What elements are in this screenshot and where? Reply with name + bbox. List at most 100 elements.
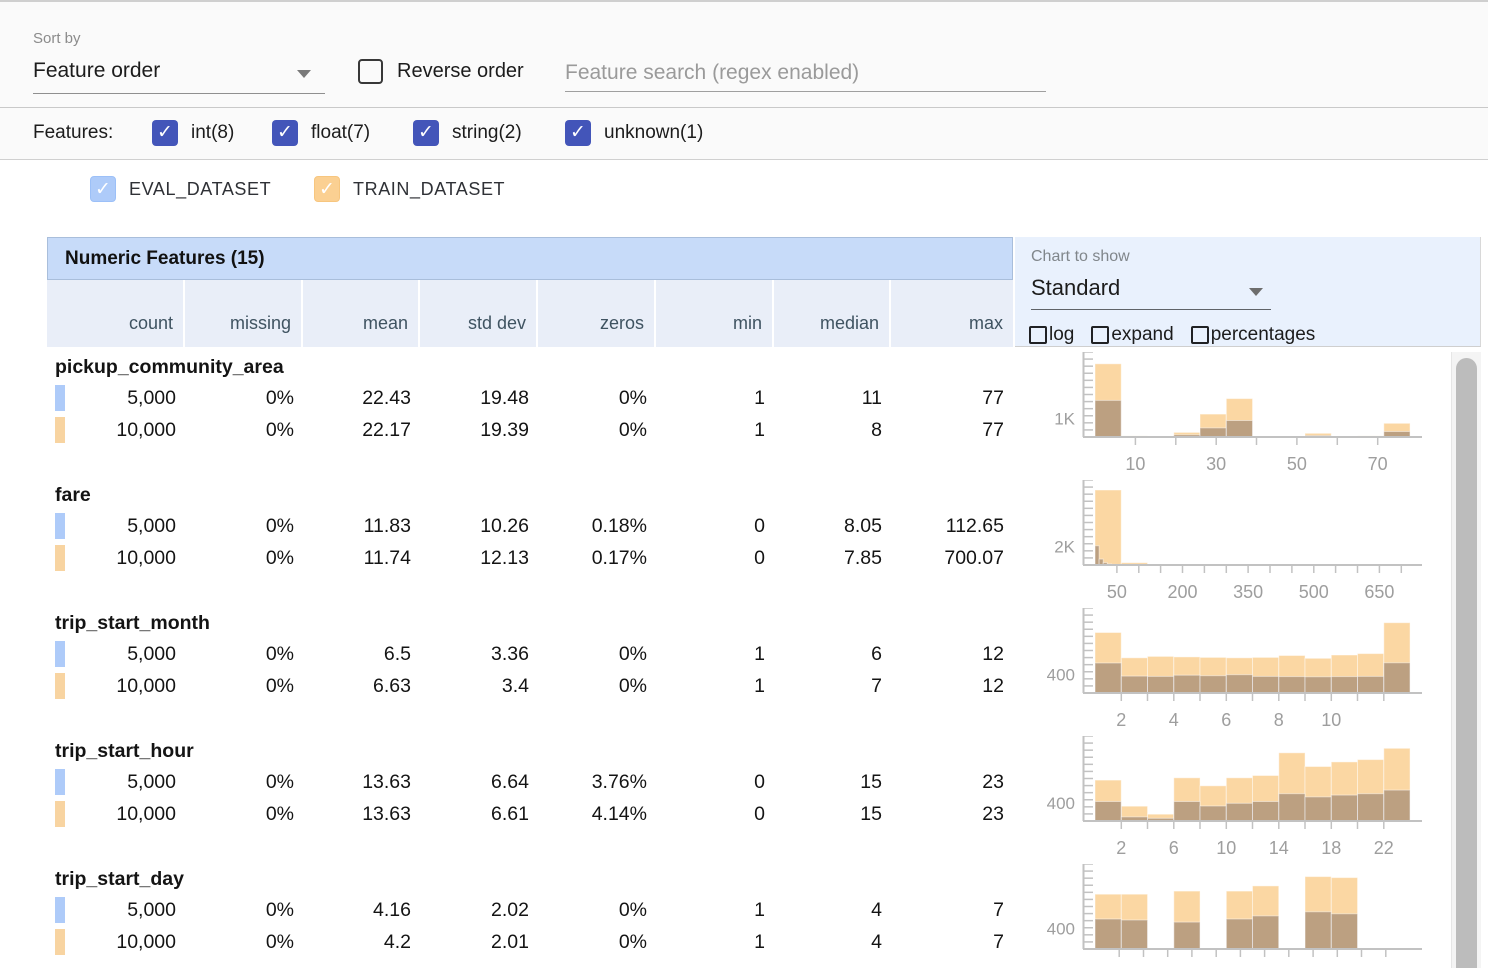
dataset-label: EVAL_DATASET (129, 179, 271, 200)
train-dataset-swatch (55, 801, 65, 827)
checkbox-checked-icon: ✓ (413, 120, 439, 146)
eval-dataset-swatch (55, 897, 65, 923)
chart-option-log[interactable]: log (1029, 324, 1074, 346)
stat-value: 10,000 (47, 542, 185, 574)
chart-option-percentages[interactable]: percentages (1191, 324, 1316, 346)
feature-type-filter-label: float(7) (311, 122, 370, 144)
svg-text:400: 400 (1047, 665, 1075, 684)
eval-dataset-swatch (55, 769, 65, 795)
feature-type-filter-int[interactable]: ✓int(8) (152, 120, 234, 146)
feature-search-input[interactable] (565, 54, 1046, 92)
stat-value: 12 (891, 638, 1013, 670)
reverse-order-checkbox[interactable] (358, 59, 383, 84)
stat-value: 0% (185, 382, 303, 414)
stat-value: 13.63 (303, 798, 420, 830)
stat-value: 5,000 (47, 766, 185, 798)
stat-value: 6 (774, 638, 891, 670)
column-header-std-dev: std dev (420, 280, 538, 347)
stat-value: 7 (891, 926, 1013, 958)
feature-stats-row-eval: 5,0000%11.8310.260.18%08.05112.65 (47, 510, 1013, 542)
checkbox-unchecked-icon (1029, 326, 1047, 344)
stat-value: 0% (538, 638, 656, 670)
histogram-svg: 400246810 (1022, 608, 1452, 736)
feature-type-filter-unknown[interactable]: ✓unknown(1) (565, 120, 703, 146)
stat-value: 23 (891, 798, 1013, 830)
stat-value: 15 (774, 798, 891, 830)
stat-value: 7 (774, 670, 891, 702)
chart-option-label: expand (1111, 324, 1173, 346)
stat-value: 0% (185, 894, 303, 926)
chart-option-expand[interactable]: expand (1091, 324, 1173, 346)
checkbox-unchecked-icon (1091, 326, 1109, 344)
feature-search (565, 54, 1046, 94)
sort-by-dropdown[interactable]: Feature order (33, 54, 325, 94)
stat-value: 112.65 (891, 510, 1013, 542)
stat-value: 0.17% (538, 542, 656, 574)
stat-value: 0% (185, 766, 303, 798)
histogram-svg: 4002610141822 (1022, 736, 1452, 864)
feature-stats-row-train: 10,0000%6.633.40%1712 (47, 670, 1013, 702)
feature-name: trip_start_day (47, 864, 1013, 894)
svg-text:500: 500 (1299, 582, 1329, 602)
stat-value: 0% (185, 926, 303, 958)
feature-type-filter-label: string(2) (452, 122, 522, 144)
stat-value: 1 (656, 670, 774, 702)
checkbox-checked-icon: ✓ (272, 120, 298, 146)
stat-value: 19.48 (420, 382, 538, 414)
feature-block-trip_start_hour: trip_start_hour5,0000%13.636.643.76%0152… (47, 736, 1013, 864)
eval-dataset-swatch (55, 641, 65, 667)
svg-text:400: 400 (1047, 919, 1075, 938)
check-icon: ✓ (272, 120, 298, 146)
feature-block-pickup_community_area: pickup_community_area5,0000%22.4319.480%… (47, 352, 1013, 480)
legend-item-train_dataset[interactable]: ✓TRAIN_DATASET (314, 176, 505, 202)
legend-item-eval_dataset[interactable]: ✓ EVAL_DATASET (90, 176, 271, 202)
stat-value: 0% (538, 670, 656, 702)
stat-value: 0% (538, 894, 656, 926)
stat-value: 10.26 (420, 510, 538, 542)
stat-value: 0% (538, 926, 656, 958)
eval-dataset-swatch (55, 513, 65, 539)
column-header-count: count (47, 280, 185, 347)
stat-value: 10,000 (47, 670, 185, 702)
stat-value: 5,000 (47, 638, 185, 670)
column-header-median: median (774, 280, 891, 347)
check-icon: ✓ (91, 177, 115, 201)
features-label: Features: (33, 122, 113, 144)
column-header-missing: missing (185, 280, 303, 347)
svg-text:30: 30 (1206, 454, 1226, 474)
feature-stats-row-eval: 5,0000%4.162.020%147 (47, 894, 1013, 926)
dataset-label: TRAIN_DATASET (353, 179, 505, 200)
stat-value: 12 (891, 670, 1013, 702)
svg-text:200: 200 (1167, 582, 1197, 602)
scrollbar-track[interactable] (1451, 352, 1481, 968)
chart-type-dropdown[interactable]: Standard (1031, 270, 1271, 310)
chevron-down-icon (1249, 288, 1263, 296)
sort-toolbar: Sort by Feature order Reverse order (0, 0, 1488, 108)
feature-type-filter-float[interactable]: ✓ float(7) (272, 120, 370, 146)
svg-text:50: 50 (1107, 582, 1127, 602)
train-dataset-swatch (55, 673, 65, 699)
stat-value: 22.17 (303, 414, 420, 446)
checkbox-unchecked-icon (1191, 326, 1209, 344)
scrollbar-thumb[interactable] (1456, 358, 1477, 968)
feature-stats-row-train: 10,0000%13.636.614.14%01523 (47, 798, 1013, 830)
column-header-max: max (891, 280, 1013, 347)
stat-value: 7 (891, 894, 1013, 926)
stats-column-header: countmissingmeanstd devzerosminmedianmax (47, 280, 1013, 347)
histogram-trip_start_month: 400246810 (1022, 608, 1452, 736)
stat-value: 3.36 (420, 638, 538, 670)
histogram-svg: 400 (1022, 864, 1452, 968)
stat-value: 1 (656, 382, 774, 414)
feature-stats-row-train: 10,0000%4.22.010%147 (47, 926, 1013, 958)
sort-by-label: Sort by (33, 30, 81, 47)
stat-value: 6.64 (420, 766, 538, 798)
stat-value: 11.83 (303, 510, 420, 542)
feature-name: trip_start_month (47, 608, 1013, 638)
stat-value: 22.43 (303, 382, 420, 414)
stat-value: 0% (185, 542, 303, 574)
feature-block-trip_start_month: trip_start_month5,0000%6.53.360%161210,0… (47, 608, 1013, 736)
numeric-features-header: Numeric Features (15) (47, 237, 1013, 280)
feature-type-filter-string[interactable]: ✓ string(2) (413, 120, 522, 146)
check-icon: ✓ (152, 120, 178, 146)
stat-value: 15 (774, 766, 891, 798)
